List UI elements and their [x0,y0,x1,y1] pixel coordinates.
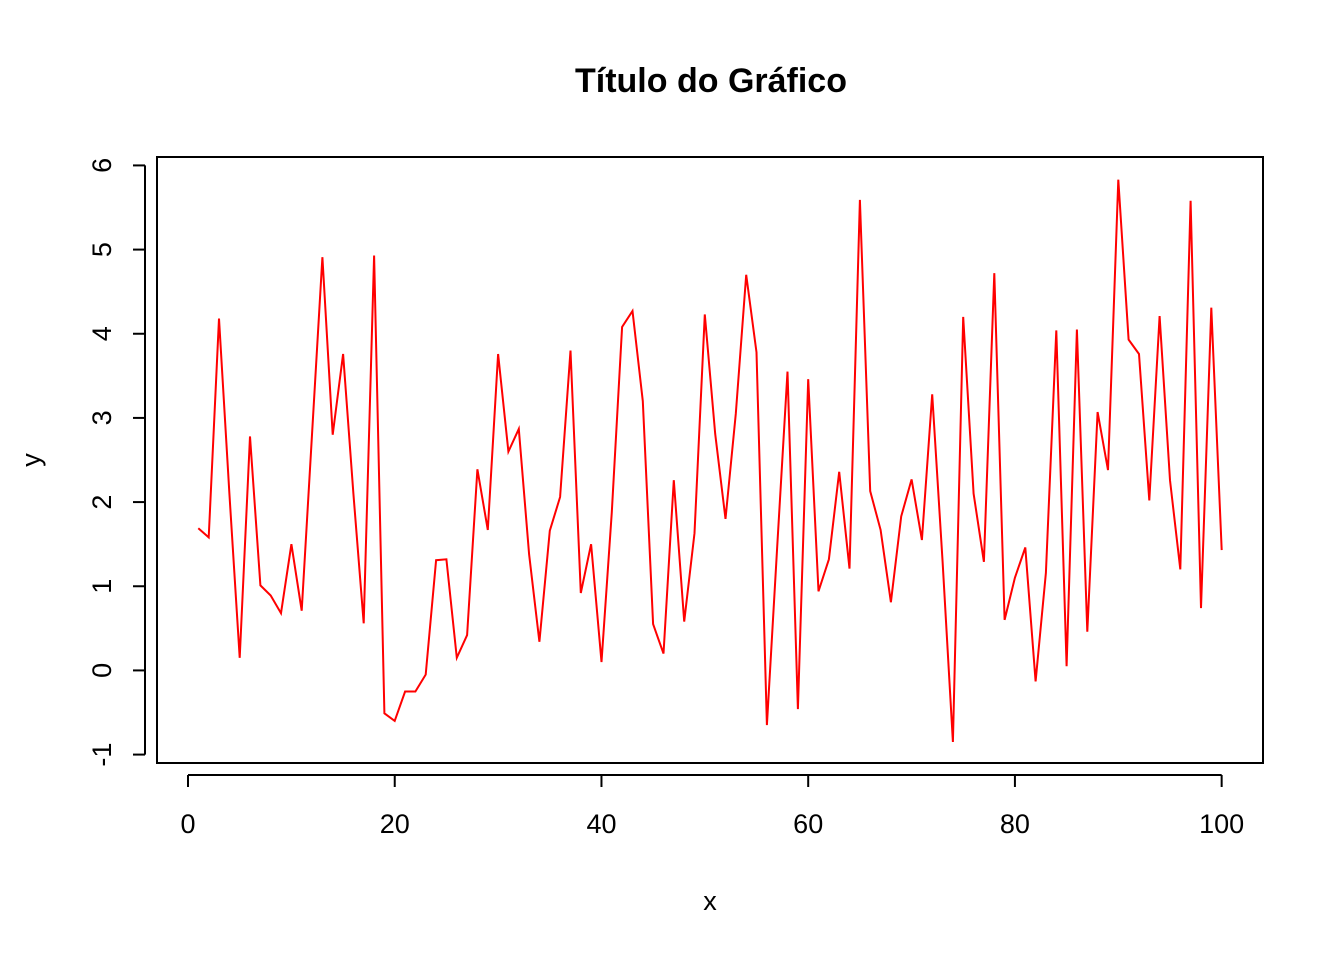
plot-frame [156,156,1264,764]
x-tick-label: 60 [793,809,823,839]
y-tick-label: 1 [87,579,117,594]
x-tick-label: 100 [1199,809,1244,839]
y-tick-label: 6 [87,158,117,173]
y-tick-label: 0 [87,663,117,678]
y-tick-label: 3 [87,410,117,425]
x-tick-label: 40 [586,809,616,839]
x-tick-label: 0 [180,809,195,839]
y-tick-label: 4 [87,326,117,341]
data-series-line [197,179,1223,743]
x-axis: 0 20 40 60 80 100 [180,774,1244,839]
y-tick-label: 5 [87,242,117,257]
y-axis-label: y [16,453,46,467]
y-axis: -1 0 1 2 3 4 5 6 [87,158,146,767]
y-tick-label: 2 [87,495,117,510]
x-tick-label: 20 [380,809,410,839]
y-tick-label: -1 [87,743,117,767]
x-tick-label: 80 [1000,809,1030,839]
chart-title: Título do Gráfico [575,62,847,100]
x-axis-label: x [703,886,717,916]
